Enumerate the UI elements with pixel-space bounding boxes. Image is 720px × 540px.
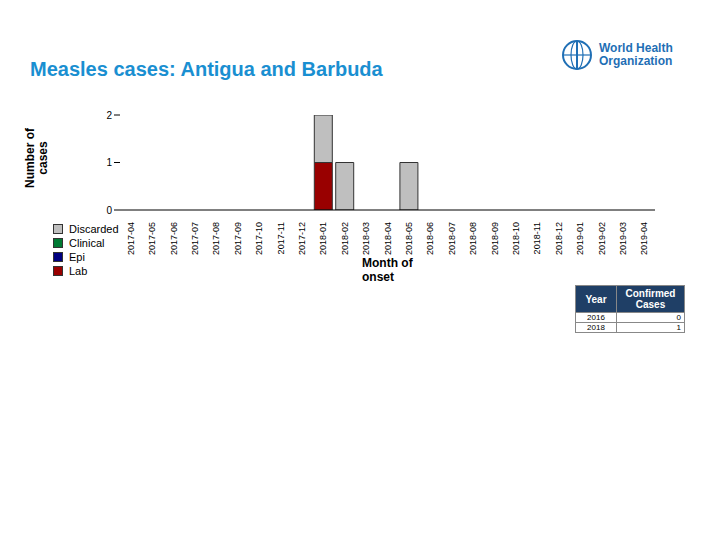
svg-text:2: 2 [106,110,112,121]
html-text:Month of onset: Month of onset [362,256,413,284]
svg-text:1: 1 [106,157,112,168]
svg-text:2018-12: 2018-12 [554,222,564,255]
svg-text:2017-11: 2017-11 [276,222,286,254]
html-text:2016: 2016 [587,313,605,322]
html-text:Number of cases: Number of cases [23,128,50,188]
html-text:2018: 2018 [587,323,605,332]
svg-text:2018-10: 2018-10 [511,222,521,255]
svg-text:2017-05: 2017-05 [147,222,157,255]
svg-text:2018-09: 2018-09 [490,222,500,255]
svg-text:2017-12: 2017-12 [297,222,307,255]
html-text:0: 0 [676,313,681,322]
svg-text:2018-02: 2018-02 [340,222,350,255]
svg-text:2017-10: 2017-10 [254,222,264,255]
svg-text:2018-06: 2018-06 [425,222,435,255]
html-text:Measles cases: Antigua and Bar: Measles cases: Antigua and Barbuda [30,58,383,80]
html-text:Discarded: Discarded [69,223,119,235]
svg-text:2018-11: 2018-11 [532,222,542,254]
svg-text:2019-03: 2019-03 [618,222,628,255]
svg-text:2019-01: 2019-01 [575,222,585,255]
svg-text:2018-08: 2018-08 [468,222,478,255]
html-text:Year: Year [585,293,607,305]
svg-text:2017-08: 2017-08 [211,222,221,255]
svg-text:2018-04: 2018-04 [383,222,393,255]
svg-text:0: 0 [106,205,112,216]
svg-text:2019-02: 2019-02 [597,222,607,255]
svg-text:2018-03: 2018-03 [361,222,371,255]
html-text:1: 1 [676,323,681,332]
svg-text:2017-04: 2017-04 [126,222,136,255]
svg-text:2017-06: 2017-06 [169,222,179,255]
html-text:Epi: Epi [69,251,85,263]
html-text:Confirmed Cases: Confirmed Cases [625,288,676,310]
svg-text:2018-07: 2018-07 [447,222,457,255]
html-text:Lab: Lab [69,265,88,277]
html-text:World Health Organization: World Health Organization [599,41,673,68]
svg-text:2019-04: 2019-04 [639,222,649,255]
html-text:Clinical: Clinical [69,237,105,249]
svg-text:2017-07: 2017-07 [190,222,200,255]
svg-text:2018-05: 2018-05 [404,222,414,255]
svg-text:2017-09: 2017-09 [233,222,243,255]
svg-text:2018-01: 2018-01 [318,222,328,255]
